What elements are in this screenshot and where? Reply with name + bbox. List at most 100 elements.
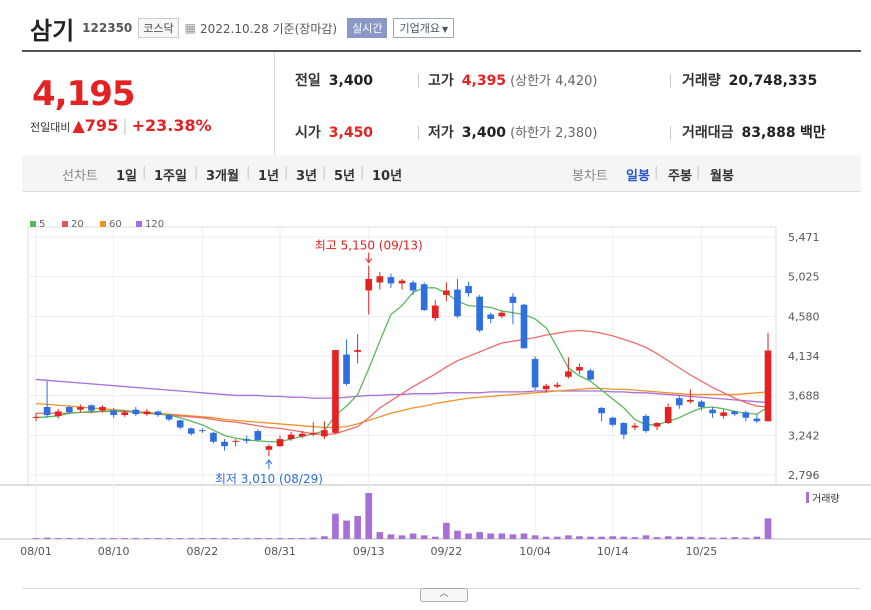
volume-bar bbox=[454, 530, 461, 539]
prev-close-value: 3,400 bbox=[328, 73, 374, 89]
open-price: 시가 3,450 bbox=[295, 122, 373, 142]
candle-body bbox=[88, 405, 95, 411]
volume-bar bbox=[221, 538, 228, 539]
volume-bar bbox=[753, 536, 761, 539]
tab-daily-candle[interactable]: 일봉 bbox=[626, 169, 650, 184]
candle-body bbox=[465, 286, 472, 294]
volume-bar bbox=[254, 538, 262, 539]
as-of-date: 2022.10.28 기준(장마감) bbox=[200, 21, 338, 36]
candle-body bbox=[99, 407, 106, 411]
x-tick-label: 10/14 bbox=[597, 545, 629, 558]
volume-bar bbox=[298, 538, 306, 539]
volume-bar bbox=[675, 536, 683, 539]
candle-body bbox=[221, 441, 228, 447]
prev-close: 전일 3,400 bbox=[295, 70, 373, 90]
change-percent: +23.38% bbox=[131, 116, 212, 135]
volume-bar bbox=[487, 533, 495, 539]
volume-bar bbox=[376, 532, 384, 539]
legend-item: 5 bbox=[39, 219, 45, 230]
high-price: 고가 4,395 (상한가 4,420) bbox=[428, 70, 597, 90]
volume-bar bbox=[287, 538, 295, 539]
volume-bar bbox=[709, 537, 716, 539]
chevron-up-icon[interactable]: ︿ bbox=[420, 588, 468, 602]
candle-body bbox=[631, 425, 639, 428]
volume-bar bbox=[609, 536, 617, 539]
volume-legend-label: 거래량 bbox=[812, 493, 840, 505]
volume-bar bbox=[65, 538, 73, 539]
volume-bar bbox=[321, 536, 328, 539]
candle-body bbox=[709, 409, 716, 414]
candle-body bbox=[598, 407, 605, 414]
candle-body bbox=[43, 407, 51, 416]
y-tick-label: 3,688 bbox=[788, 390, 820, 403]
volume-bar bbox=[664, 536, 672, 539]
candle-body bbox=[143, 411, 151, 415]
candle-body bbox=[232, 440, 239, 442]
candle-body bbox=[199, 430, 206, 432]
volume-bar bbox=[431, 536, 439, 539]
candle-body bbox=[498, 312, 506, 317]
tab-10year[interactable]: 10년 bbox=[372, 169, 403, 184]
volume-bar bbox=[742, 537, 750, 539]
volume-bar bbox=[121, 538, 129, 539]
y-tick-label: 4,134 bbox=[788, 350, 820, 363]
volume-bar bbox=[531, 535, 539, 539]
volume-bar bbox=[565, 535, 572, 539]
candle-body bbox=[587, 370, 594, 380]
high-label: 고가 bbox=[428, 73, 454, 89]
company-info-dropdown[interactable]: 기업개요 ▼ bbox=[393, 18, 455, 38]
candle-body bbox=[132, 409, 140, 415]
candle-body bbox=[309, 432, 317, 435]
lower-limit-value: 2,380) bbox=[555, 126, 598, 141]
tab-monthly-candle[interactable]: 월봉 bbox=[710, 169, 734, 184]
candle-body bbox=[509, 296, 517, 303]
candle-body bbox=[276, 439, 284, 447]
candle-body bbox=[742, 412, 750, 418]
legend-swatch bbox=[100, 221, 106, 227]
stock-chart: 5,471 5,025 4,580 4,134 3,688 3,242 2,796 08/01… bbox=[0, 219, 871, 558]
volume-bar bbox=[631, 537, 639, 539]
volume-bar bbox=[687, 536, 694, 539]
legend-item: 60 bbox=[109, 219, 122, 230]
volume-bar bbox=[720, 537, 727, 539]
volume-bar bbox=[764, 518, 772, 539]
candle-chart-label: 봉차트 bbox=[572, 169, 608, 184]
tab-1year[interactable]: 1년 bbox=[258, 169, 280, 184]
calendar-icon: ▦ bbox=[184, 21, 196, 35]
candle-body bbox=[431, 305, 439, 319]
candle-body bbox=[154, 411, 162, 416]
tab-3year[interactable]: 3년 bbox=[296, 169, 318, 184]
stock-code: 122350 bbox=[82, 21, 133, 35]
ma5-line bbox=[35, 287, 769, 443]
tab-5year[interactable]: 5년 bbox=[334, 169, 356, 184]
volume-bar bbox=[99, 538, 106, 539]
y-tick-label: 3,242 bbox=[788, 429, 820, 442]
candle-body bbox=[332, 350, 339, 433]
candle-body bbox=[365, 278, 373, 291]
tab-3month[interactable]: 3개월 bbox=[206, 169, 239, 184]
tab-1day[interactable]: 1일 bbox=[116, 169, 138, 184]
volume-bar bbox=[132, 538, 140, 539]
volume-bar bbox=[187, 538, 195, 539]
candle-body bbox=[354, 350, 361, 352]
candle-body bbox=[642, 415, 650, 432]
volume-bar bbox=[620, 536, 628, 539]
stock-name: 삼기 bbox=[30, 16, 75, 45]
x-tick-label: 10/25 bbox=[686, 545, 718, 558]
lower-limit-label: (하한가 bbox=[510, 126, 552, 141]
x-tick-label: 08/01 bbox=[20, 545, 52, 558]
volume-bar bbox=[110, 538, 117, 539]
caret-down-icon: ▼ bbox=[441, 25, 449, 34]
tab-weekly-candle[interactable]: 주봉 bbox=[668, 169, 692, 184]
market-badge: 코스닥 bbox=[138, 18, 179, 38]
line-chart-label: 선차트 bbox=[62, 169, 98, 184]
change-separator: | bbox=[122, 116, 128, 135]
open-label: 시가 bbox=[295, 125, 321, 141]
amount-unit: 백만 bbox=[800, 125, 826, 141]
candle-body bbox=[687, 399, 694, 402]
y-tick-label: 4,580 bbox=[788, 310, 820, 323]
tab-1week[interactable]: 1주일 bbox=[154, 169, 187, 184]
volume-bar bbox=[642, 535, 650, 539]
min-arrowhead bbox=[265, 459, 273, 465]
realtime-button[interactable]: 실시간 bbox=[347, 18, 388, 38]
